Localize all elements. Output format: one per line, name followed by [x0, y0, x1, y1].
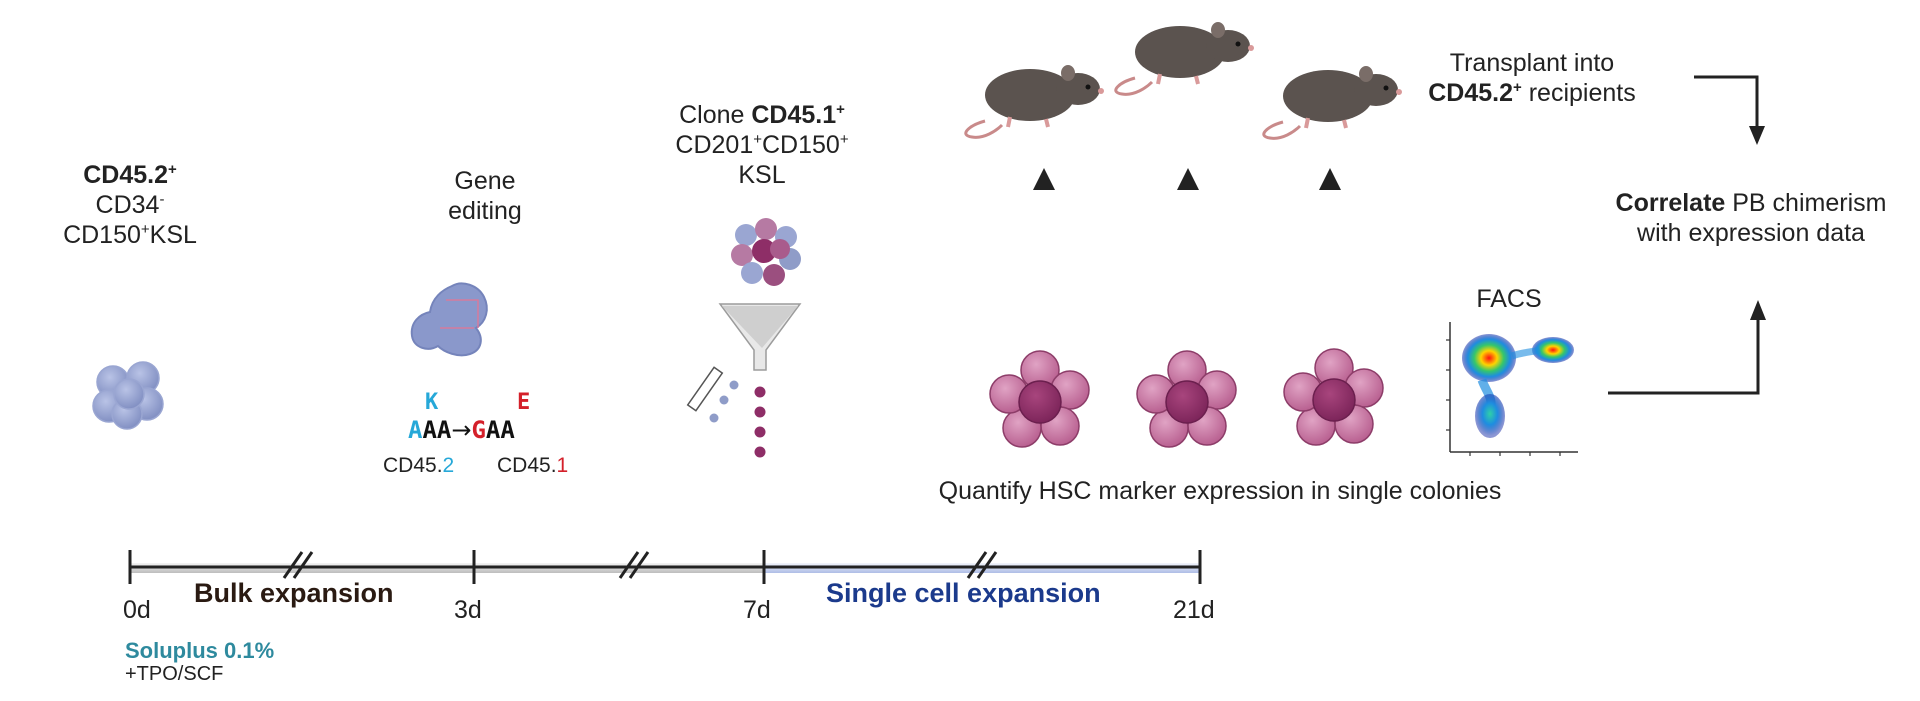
start-marker-cd34-sup: - — [159, 191, 165, 208]
transplant-line1: Transplant into — [1449, 49, 1615, 77]
recipient-mouse-1-icon — [964, 65, 1104, 139]
clone-marker-cd201: CD201 — [675, 131, 754, 159]
allele-to-suffix: 1 — [556, 454, 569, 477]
transplant-label: Transplant into CD45.2+ recipients — [1412, 48, 1652, 108]
correlate-line2: with expression data — [1637, 219, 1865, 247]
start-marker-cd34: CD34 — [95, 191, 160, 219]
amino-acid-to: E — [517, 390, 531, 415]
tick-7d: 7d — [743, 596, 771, 624]
correlate-bold: Correlate — [1615, 189, 1726, 217]
start-marker-cd150: CD150 — [63, 221, 141, 249]
tick-0d: 0d — [123, 596, 151, 624]
allele-from-suffix: 2 — [442, 454, 455, 477]
start-marker-cd45-sup: + — [168, 161, 177, 178]
tick-21d: 21d — [1173, 596, 1215, 624]
gene-editing-label: Gene editing — [420, 166, 550, 226]
codon-from-rest: AA — [422, 416, 452, 444]
sorting-funnel-icon — [686, 303, 802, 458]
start-population-label: CD45.2+ CD34- CD150+KSL — [48, 160, 212, 250]
single-colony-3 — [1283, 348, 1384, 446]
facs-plot-icon — [1446, 322, 1578, 456]
clone-marker-cd201-sup: + — [753, 131, 762, 148]
culture-soluplus: Soluplus 0.1% — [125, 638, 275, 663]
recipient-mouse-2-icon — [1114, 22, 1254, 96]
start-marker-ksl: KSL — [149, 221, 197, 249]
amino-acid-from: K — [425, 390, 439, 415]
transplant-marker-sup: + — [1513, 79, 1522, 96]
quantify-label: Quantify HSC marker expression in single… — [938, 477, 1502, 505]
phase-single-cell-expansion: Single cell expansion — [826, 578, 1101, 608]
transplant-marker: CD45.2 — [1428, 79, 1514, 107]
transplant-to-correlate-arrow-icon — [1694, 75, 1765, 145]
clone-marker-cd45-sup: + — [836, 101, 845, 118]
clone-marker-cd45: CD45.1 — [751, 101, 837, 129]
correlate-label: Correlate PB chimerism with expression d… — [1586, 188, 1916, 248]
transplant-arrow-3-icon — [1319, 168, 1341, 298]
clone-label: Clone CD45.1+ CD201+CD150+ KSL — [650, 100, 874, 190]
clone-marker-ksl: KSL — [738, 161, 786, 189]
single-colony-1 — [989, 350, 1090, 448]
gene-editing-line2: editing — [448, 197, 522, 225]
gene-editing-enzyme-icon — [410, 282, 488, 357]
timeline — [128, 550, 1202, 584]
clone-prefix: Clone — [679, 101, 752, 129]
allele-to-label: CD45.1 — [497, 454, 568, 478]
tick-3d: 3d — [454, 596, 482, 624]
facs-to-correlate-arrow-icon — [1608, 300, 1766, 395]
allele-from-label: CD45.2 — [383, 454, 454, 478]
clone-marker-cd150-sup: + — [839, 131, 849, 148]
recipient-mouse-3-icon — [1262, 66, 1402, 140]
start-marker-cd150-sup: + — [140, 221, 150, 238]
clone-marker-cd150: CD150 — [762, 131, 840, 159]
allele-to-prefix: CD45. — [497, 454, 557, 477]
phase-bulk-expansion: Bulk expansion — [194, 578, 394, 608]
codon-arrow: → — [451, 416, 472, 444]
codon-to-rest: AA — [485, 416, 515, 444]
facs-label: FACS — [1476, 285, 1542, 313]
culture-cytokines: +TPO/SCF — [125, 663, 224, 685]
codon-from-first: A — [408, 416, 423, 444]
transplant-arrow-2-icon — [1177, 168, 1199, 298]
single-colony-2 — [1136, 350, 1237, 448]
transplant-arrow-1-icon — [1033, 168, 1055, 298]
transplant-recipients: recipients — [1521, 79, 1636, 107]
start-cell-cluster — [92, 361, 164, 430]
codon-change: AAA→GAA — [408, 416, 515, 444]
correlate-pb-chimerism: PB chimerism — [1725, 189, 1887, 217]
codon-to-first: G — [471, 416, 486, 444]
start-marker-cd45: CD45.2 — [83, 161, 168, 189]
clone-cell-cluster — [731, 218, 801, 286]
gene-editing-line1: Gene — [454, 167, 516, 195]
allele-from-prefix: CD45. — [383, 454, 443, 477]
